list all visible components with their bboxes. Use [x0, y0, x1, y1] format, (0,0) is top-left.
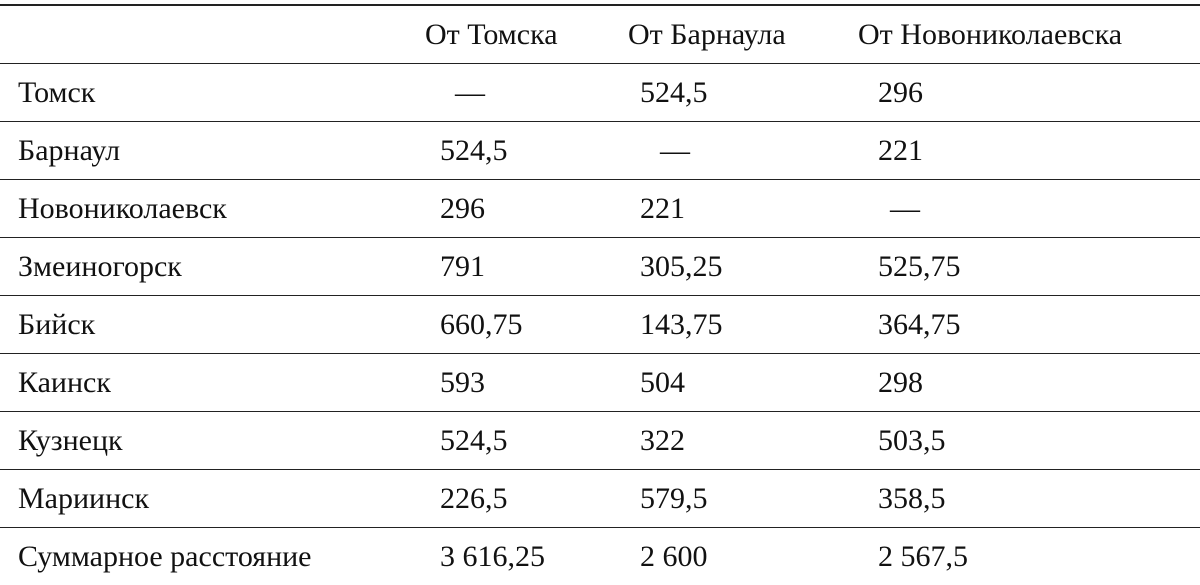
distance-cell: 358,5: [850, 470, 1200, 528]
distance-cell: 322: [620, 412, 850, 470]
row-label: Кузнецк: [0, 412, 410, 470]
row-label: Барнаул: [0, 122, 410, 180]
distance-cell: —: [410, 64, 620, 122]
distance-cell: 2 600: [620, 528, 850, 585]
distance-cell: 221: [620, 180, 850, 238]
distance-cell: 364,75: [850, 296, 1200, 354]
distance-cell: 791: [410, 238, 620, 296]
distance-cell: 296: [410, 180, 620, 238]
distance-cell: 2 567,5: [850, 528, 1200, 585]
distance-cell: 579,5: [620, 470, 850, 528]
column-header: От Томска: [410, 5, 620, 64]
row-label: Мариинск: [0, 470, 410, 528]
distance-cell: 524,5: [410, 412, 620, 470]
distance-cell: 503,5: [850, 412, 1200, 470]
distance-cell: 504: [620, 354, 850, 412]
row-label: Томск: [0, 64, 410, 122]
row-label: Суммарное расстояние: [0, 528, 410, 585]
distance-cell: 296: [850, 64, 1200, 122]
header-corner: [0, 5, 410, 64]
distance-cell: 524,5: [410, 122, 620, 180]
row-label: Змеиногорск: [0, 238, 410, 296]
distance-cell: 593: [410, 354, 620, 412]
row-label: Новониколаевск: [0, 180, 410, 238]
distance-cell: 226,5: [410, 470, 620, 528]
distance-cell: 298: [850, 354, 1200, 412]
distance-cell: 305,25: [620, 238, 850, 296]
column-header: От Барнаула: [620, 5, 850, 64]
distance-cell: 660,75: [410, 296, 620, 354]
distance-cell: 221: [850, 122, 1200, 180]
distance-cell: 143,75: [620, 296, 850, 354]
distance-cell: 524,5: [620, 64, 850, 122]
distance-cell: 525,75: [850, 238, 1200, 296]
row-label: Бийск: [0, 296, 410, 354]
row-label: Каинск: [0, 354, 410, 412]
column-header: От Новониколаевска: [850, 5, 1200, 64]
distance-cell: —: [850, 180, 1200, 238]
distance-cell: 3 616,25: [410, 528, 620, 585]
distance-cell: —: [620, 122, 850, 180]
